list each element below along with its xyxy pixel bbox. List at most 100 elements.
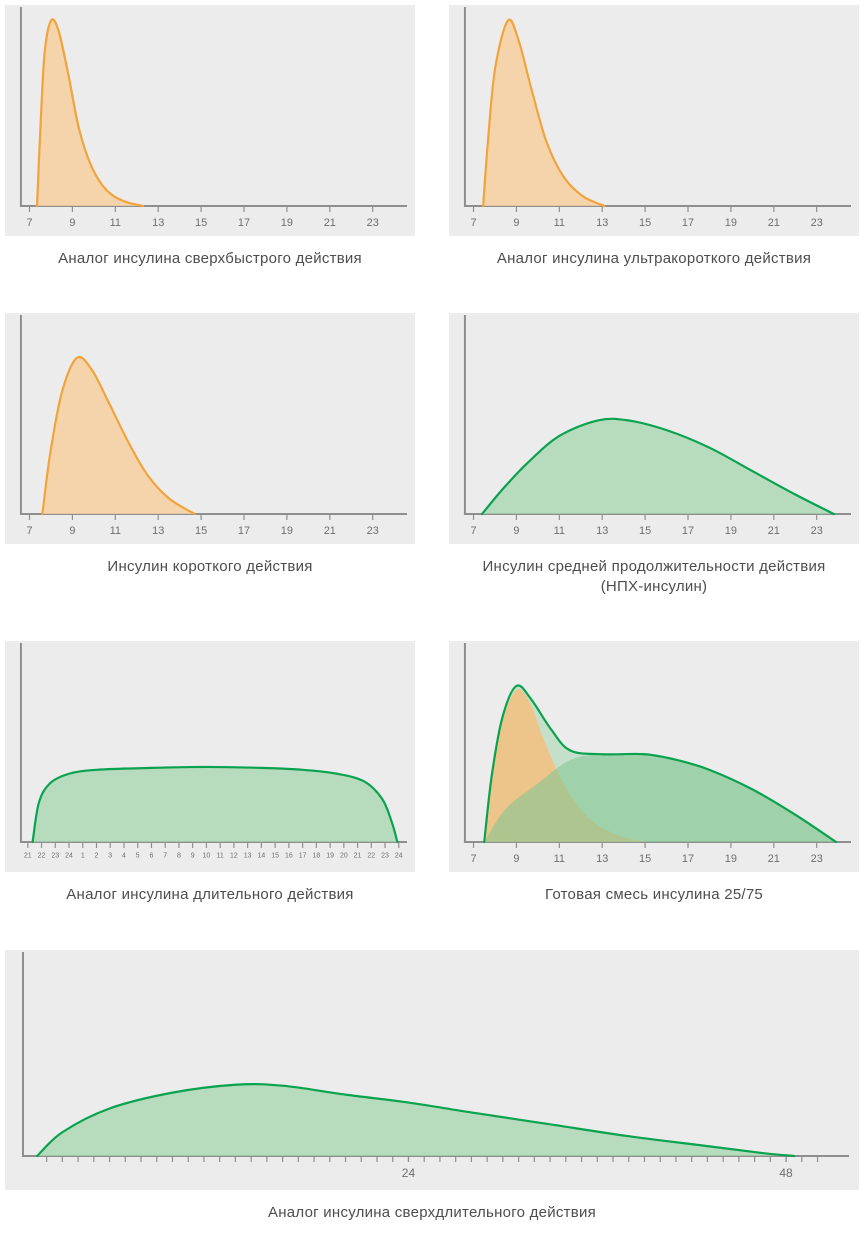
svg-text:21: 21 [354,853,362,860]
svg-text:20: 20 [340,853,348,860]
svg-text:48: 48 [779,1166,793,1180]
chart-panel: 7 9 11 13 15 17 19 21 23 [449,313,859,544]
chart-caption: Аналог инсулина длительного действия [66,886,354,904]
chart-panel: 7 9 11 13 15 17 19 21 23 [449,5,859,236]
svg-text:13: 13 [596,217,608,229]
chart-canvas: 7 9 11 13 15 17 19 21 23 [463,643,852,865]
chart-panel: 7 9 11 13 15 17 19 21 23 [5,5,415,236]
svg-text:15: 15 [195,217,207,229]
svg-text:23: 23 [811,853,823,865]
svg-text:17: 17 [238,525,250,537]
svg-text:5: 5 [136,853,140,860]
chart-panel: 24 48 [5,949,859,1190]
chart-intermediate-nph: 7 9 11 13 15 17 19 21 23 Инсулин средней продолж… [449,313,859,597]
svg-text:21: 21 [768,525,780,537]
chart-canvas: 7 9 11 13 15 17 19 21 23 [19,6,408,229]
svg-text:17: 17 [299,853,307,860]
svg-text:17: 17 [682,853,694,865]
svg-text:7: 7 [26,217,32,229]
svg-text:11: 11 [554,217,565,229]
svg-text:24: 24 [395,853,403,860]
svg-text:19: 19 [725,217,737,229]
chart-canvas: 7 9 11 13 15 17 19 21 23 [19,315,408,537]
chart-caption: Аналог инсулина ультракороткого действия [496,249,812,267]
svg-text:11: 11 [110,525,121,537]
svg-text:19: 19 [725,525,737,537]
svg-text:24: 24 [402,1166,416,1180]
chart-caption: Готовая смесь инсулина 25/75 [544,886,764,904]
svg-text:17: 17 [682,217,694,229]
svg-text:22: 22 [38,853,46,860]
svg-text:23: 23 [367,217,379,229]
svg-text:15: 15 [195,525,207,537]
svg-text:19: 19 [326,853,334,860]
chart-canvas: 7 9 11 13 15 17 19 21 23 [463,315,852,537]
svg-text:13: 13 [244,853,252,860]
chart-ultra-short-analog: 7 9 11 13 15 17 19 21 23 Аналог инсулина ультрак… [449,5,859,269]
svg-text:19: 19 [725,853,737,865]
svg-text:15: 15 [639,525,651,537]
svg-text:1: 1 [81,853,85,860]
svg-text:3: 3 [108,853,112,860]
svg-text:11: 11 [554,525,565,537]
svg-text:4: 4 [122,853,126,860]
svg-text:11: 11 [110,217,121,229]
svg-text:23: 23 [811,525,823,537]
svg-text:21: 21 [324,525,336,537]
svg-text:11: 11 [217,853,224,860]
chart-canvas: 21 22 23 24 1 2 3 4 5 6 7 8 9 10 11 12 13 14 15 16 17 18 19 20 2… [19,643,408,860]
chart-long-acting-analog: 21 22 23 24 1 2 3 4 5 6 7 8 9 10 11 12 13 14 15 16 17 18 19 20 2… [5,641,415,905]
svg-text:7: 7 [470,217,476,229]
svg-text:24: 24 [65,853,73,860]
svg-text:17: 17 [682,525,694,537]
svg-text:13: 13 [596,853,608,865]
chart-panel: 7 9 11 13 15 17 19 21 23 [5,313,415,544]
svg-text:7: 7 [470,853,476,865]
svg-text:9: 9 [69,217,75,229]
svg-text:22: 22 [367,853,375,860]
svg-text:17: 17 [238,217,250,229]
chart-caption: Аналог инсулина сверхбыстрого действия [58,249,362,267]
chart-canvas: 7 9 11 13 15 17 19 21 23 [463,6,852,229]
svg-text:14: 14 [258,853,266,860]
svg-text:9: 9 [513,525,519,537]
svg-text:21: 21 [24,853,32,860]
svg-text:13: 13 [152,525,164,537]
svg-text:9: 9 [191,853,195,860]
svg-text:21: 21 [768,853,780,865]
svg-text:15: 15 [639,853,651,865]
svg-text:9: 9 [513,217,519,229]
chart-caption: Инсулин короткого действия [107,557,313,575]
svg-text:18: 18 [312,853,320,860]
svg-text:15: 15 [271,853,279,860]
svg-text:9: 9 [513,853,519,865]
svg-text:9: 9 [69,525,75,537]
chart-panel: 7 9 11 13 15 17 19 21 23 [449,641,859,873]
svg-text:6: 6 [150,853,154,860]
chart-panel: 21 22 23 24 1 2 3 4 5 6 7 8 9 10 11 12 13 14 15 16 17 18 19 20 2… [5,641,415,873]
svg-text:15: 15 [639,217,651,229]
svg-text:13: 13 [596,525,608,537]
svg-text:11: 11 [554,853,565,865]
svg-text:23: 23 [51,853,59,860]
svg-text:10: 10 [203,853,211,860]
chart-ultra-rapid-analog: 7 9 11 13 15 17 19 21 23 Аналог инсулина сверхбы… [5,5,415,269]
chart-caption: Инсулин средней продолжительности действ… [482,557,826,596]
svg-text:7: 7 [26,525,32,537]
svg-text:23: 23 [367,525,379,537]
svg-text:12: 12 [230,853,238,860]
svg-text:16: 16 [285,853,293,860]
svg-text:23: 23 [811,217,823,229]
svg-text:7: 7 [470,525,476,537]
chart-short-acting: 7 9 11 13 15 17 19 21 23 Инсулин короткого дейст… [5,313,415,597]
svg-text:7: 7 [163,853,167,860]
chart-canvas: 24 48 [22,951,849,1180]
chart-ultra-long-analog: 24 48 Аналог инсулина сверхдлительного де… [5,949,859,1223]
svg-text:19: 19 [281,217,293,229]
svg-text:13: 13 [152,217,164,229]
svg-text:19: 19 [281,525,293,537]
svg-text:21: 21 [324,217,336,229]
svg-text:21: 21 [768,217,780,229]
svg-text:23: 23 [381,853,389,860]
